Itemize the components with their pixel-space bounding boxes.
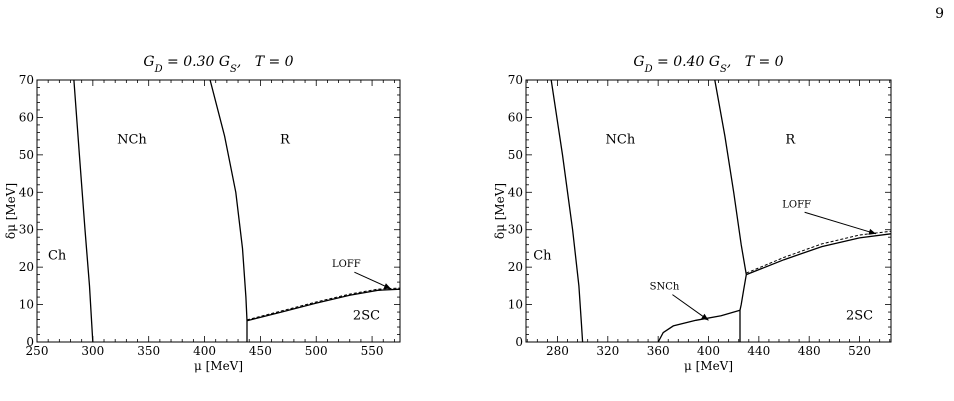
page-number: 9 [935,6,944,22]
y-tick-label: 0 [26,335,34,349]
x-tick-label: 280 [546,344,569,358]
phase-boundary-line [739,274,747,342]
y-tick-label: 50 [508,148,523,162]
region-label: 2SC [846,309,873,324]
annotation-label: LOFF [332,259,361,270]
y-tick-label: 10 [19,298,34,312]
x-tick-label: 440 [747,344,770,358]
annotation-arrow [672,294,709,321]
y-tick-label: 70 [19,73,34,87]
chart-title: GD = 0.40 GS, T = 0 [633,54,783,75]
y-tick-label: 30 [19,223,34,237]
x-axis-label: μ [MeV] [684,359,733,373]
annotation-label: LOFF [782,199,811,210]
phase-boundary-line [657,309,741,343]
dashed-boundary-line [246,287,401,321]
x-axis-label: μ [MeV] [194,359,243,373]
x-tick-label: 520 [848,344,871,358]
phase-boundary-line [73,79,94,343]
dashed-boundary-line [746,230,892,274]
region-label: NCh [606,133,636,148]
y-tick-label: 30 [508,223,523,237]
y-tick-label: 40 [508,185,523,199]
phase-boundary-line [209,79,248,342]
y-tick-label: 60 [508,110,523,124]
x-tick-label: 320 [596,344,619,358]
arrowhead [868,228,876,235]
phase-boundary-line [746,233,892,276]
x-tick-label: 400 [193,344,216,358]
x-tick-label: 300 [81,344,104,358]
arrowhead [383,283,392,289]
annotation-label: SNCh [650,282,680,293]
x-tick-label: 400 [697,344,720,358]
x-tick-label: 550 [361,344,384,358]
region-label: NCh [117,133,147,148]
y-axis-label: δμ [MeV] [493,183,507,239]
x-tick-label: 250 [26,344,49,358]
y-tick-label: 20 [19,260,34,274]
y-tick-label: 20 [508,260,523,274]
y-tick-label: 40 [19,185,34,199]
chart-title: GD = 0.30 GS, T = 0 [143,54,293,75]
y-tick-label: 50 [19,148,34,162]
region-label: R [280,133,291,148]
x-tick-label: 500 [305,344,328,358]
arrowhead [701,313,709,321]
x-tick-label: 450 [249,344,272,358]
y-tick-label: 10 [508,298,523,312]
phase-boundary-line [246,288,401,322]
x-tick-label: 350 [137,344,160,358]
region-label: Ch [48,249,67,264]
y-axis-label: δμ [MeV] [4,183,18,239]
phase-boundary-line [550,79,584,343]
plot-frame [36,79,401,343]
y-tick-label: 60 [19,110,34,124]
y-tick-label: 0 [515,335,523,349]
plot-frame [525,79,892,343]
x-tick-label: 360 [647,344,670,358]
annotation-arrow [804,211,877,235]
region-label: R [785,133,796,148]
y-tick-label: 70 [508,73,523,87]
region-label: Ch [533,249,552,264]
region-label: 2SC [353,309,380,324]
x-tick-label: 480 [798,344,821,358]
phase-boundary-line [714,79,747,275]
